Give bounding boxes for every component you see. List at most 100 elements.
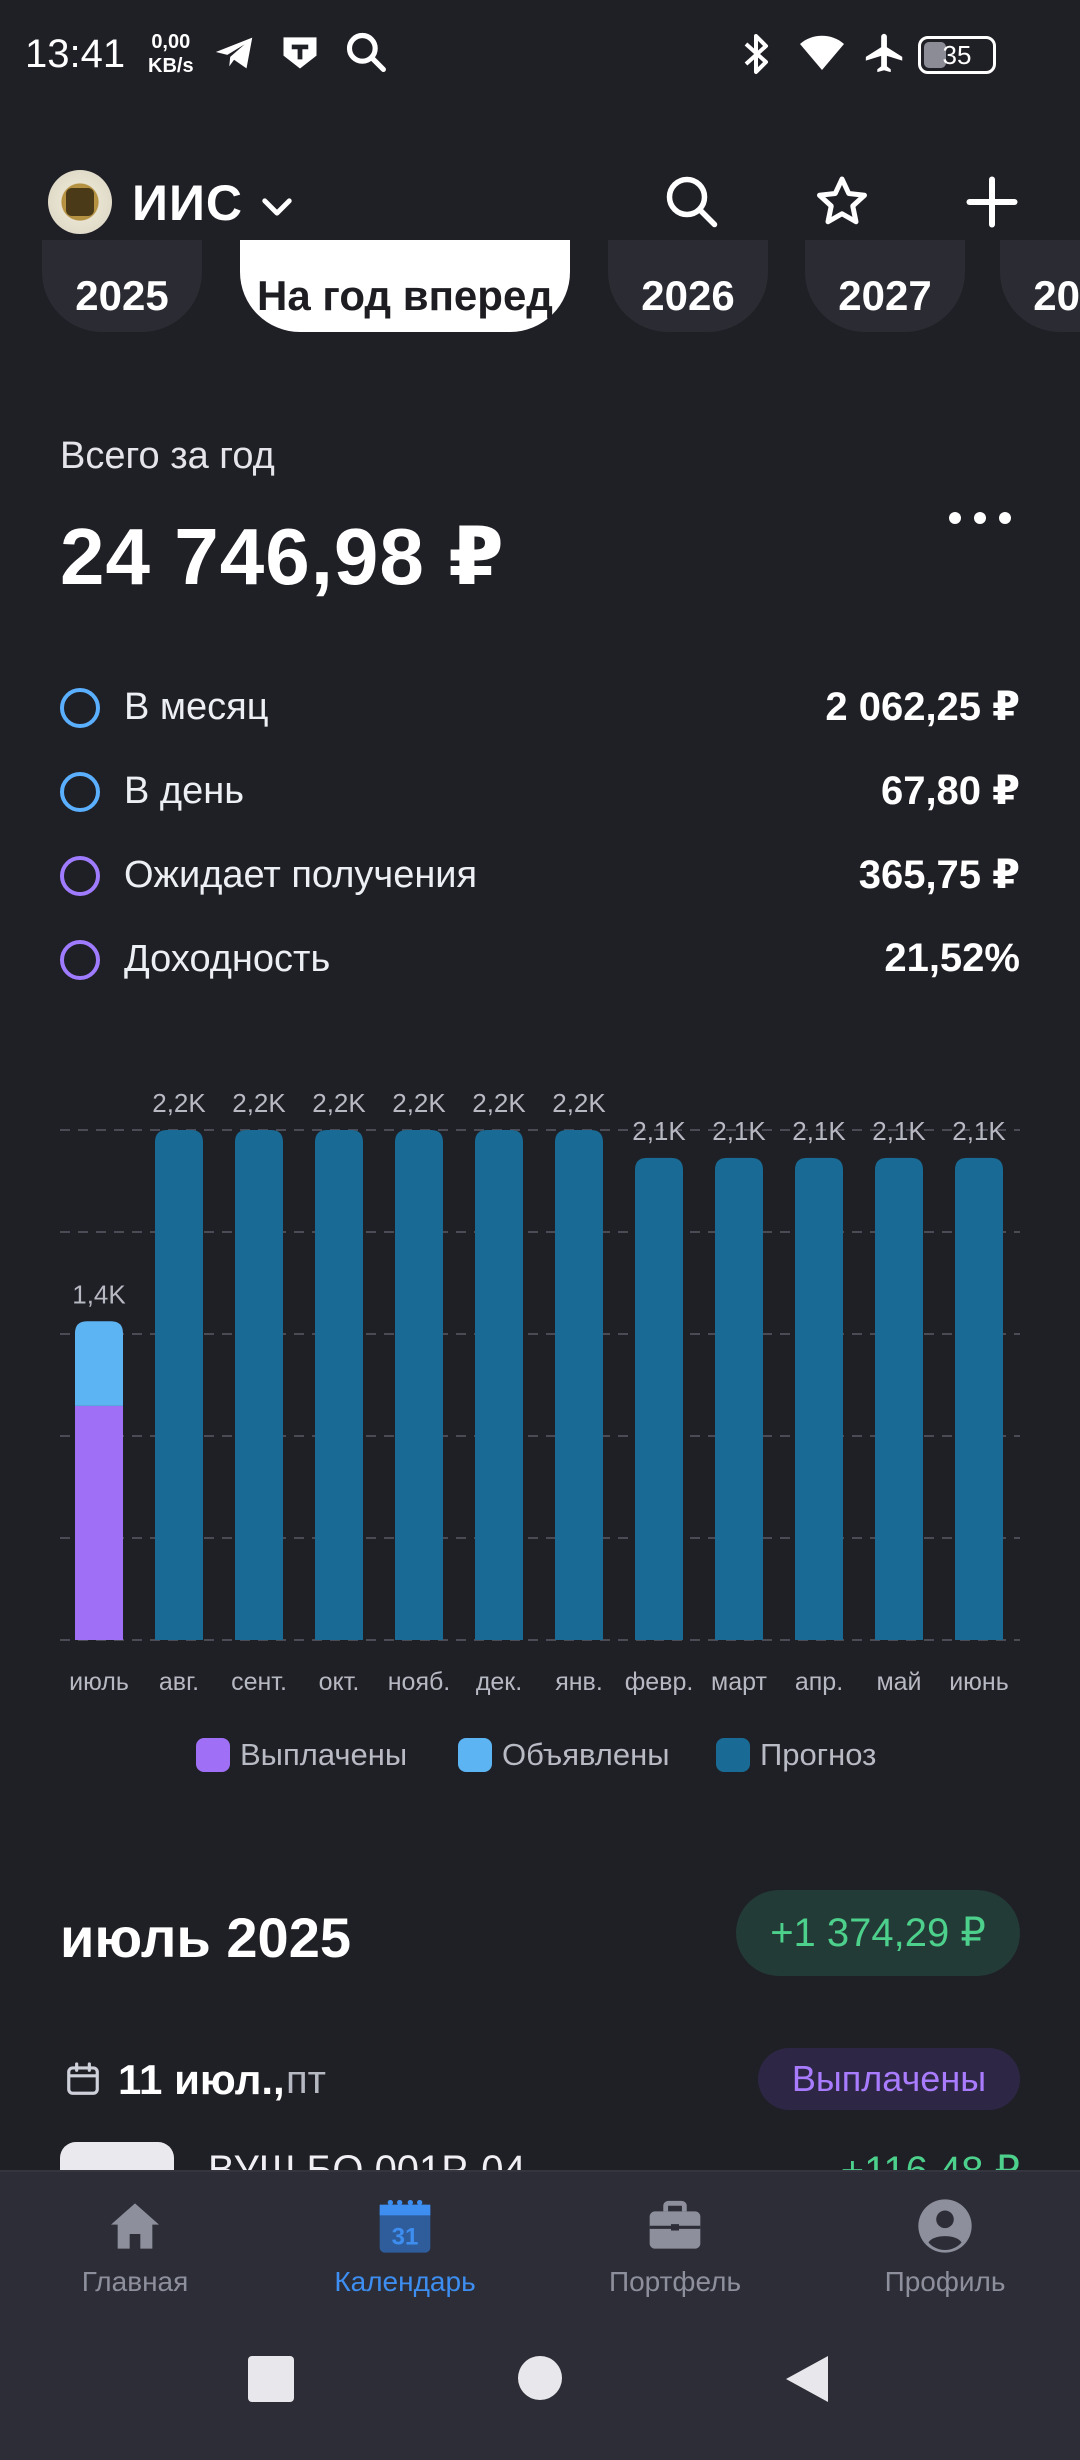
ring-icon [60,688,100,728]
calendar-icon [67,2062,99,2095]
legend-swatch [196,1738,230,1772]
stat-pending: Ожидает получения 365,75 ₽ [60,848,1020,908]
stat-label: Доходность [124,938,331,980]
nav-portfolio[interactable]: Портфель [575,2194,775,2314]
bottom-nav: Главная 31 Календарь Портфель Профиль [0,2170,1080,2314]
data-label: 2,1K [792,1116,846,1146]
wifi-icon [800,35,844,70]
search-button[interactable] [662,172,722,232]
stat-monthly: В месяц 2 062,25 ₽ [60,680,1020,740]
recents-button[interactable] [248,2356,294,2402]
data-label: 1,4K [72,1279,126,1309]
x-tick-label: янв. [555,1668,603,1696]
x-tick-label: февр. [625,1668,694,1696]
chart-svg: 1,4K июль 2,2K авг. 2,2K сент. 2,2K окт. 2,2K ноя… [60,1088,1020,1696]
stat-label: В день [124,770,244,812]
chart-bar [715,1157,763,1640]
stat-label: В месяц [124,686,269,728]
stat-value: 2 062,25 ₽ [825,685,1020,729]
stat-daily: В день 67,80 ₽ [60,764,1020,824]
x-tick-label: март [711,1668,767,1696]
system-nav [0,2314,1080,2460]
chart-bar [875,1157,923,1640]
legend-label: Выплачены [240,1737,408,1772]
chart-bar [75,1321,123,1406]
data-label: 2,2K [312,1088,366,1118]
chevron-down-icon[interactable] [256,186,298,228]
stat-value: 365,75 ₽ [858,853,1020,897]
summary-label: Всего за год [60,435,275,477]
stat-yield: Доходность 21,52% [60,932,1020,992]
telegram-icon [215,37,253,69]
chart-bar [235,1130,283,1640]
profile-icon [918,2199,972,2253]
account-selector[interactable]: ИИС [132,175,243,231]
payment-row[interactable]: ВУШ БО 001Р-04 +116,48 ₽ [0,2140,1080,2170]
home-icon [111,2203,159,2249]
data-label: 2,1K [872,1116,926,1146]
legend-swatch [458,1738,492,1772]
more-options-button[interactable] [945,506,1015,530]
chart-bar [795,1157,843,1640]
x-tick-label: апр. [795,1668,843,1696]
tab-2028[interactable]: 2028 [1000,240,1080,332]
chart-bar [475,1130,523,1640]
briefcase-icon [649,2200,701,2249]
favorite-button[interactable] [812,172,872,232]
clock: 13:41 [25,32,126,76]
payment-name: ВУШ БО 001Р-04 [208,2148,526,2170]
tab-2025[interactable]: 2025 [42,240,202,332]
data-label: 2,2K [472,1088,526,1118]
x-tick-label: нояб. [388,1668,451,1696]
nav-label: Профиль [884,2266,1006,2297]
logo-icon [48,170,112,234]
data-label: 2,1K [712,1116,766,1146]
nav-profile[interactable]: Профиль [845,2194,1045,2314]
nav-home[interactable]: Главная [35,2194,235,2314]
period-tabs: 2025 На год вперед 2026 2027 2028 [0,240,1080,340]
chart-bar [555,1130,603,1640]
month-title: июль 2025 [60,1906,351,1969]
app-header: ИИС [0,160,1080,240]
nav-calendar[interactable]: 31 Календарь [305,2194,505,2314]
data-label: 2,2K [392,1088,446,1118]
x-tick-label: дек. [476,1668,522,1696]
payment-amount: +116,48 ₽ [841,2148,1020,2170]
status-badge: Выплачены [758,2048,1020,2110]
payment-date-row: 11 июл., пт [60,2050,1020,2110]
x-tick-label: июнь [949,1668,1009,1696]
data-label: 2,2K [152,1088,206,1118]
legend-label: Прогноз [760,1737,877,1772]
nav-label: Календарь [334,2266,476,2297]
battery-icon: 35 [918,36,996,74]
payment-date: 11 июл., [118,2056,285,2103]
chart-bar [75,1405,123,1640]
chart-legend: Выплачены Объявлены Прогноз [0,1735,1080,1775]
legend-swatch [716,1738,750,1772]
tab-year-ahead[interactable]: На год вперед [240,240,570,332]
search-icon [346,32,386,72]
add-button[interactable] [962,172,1022,232]
airplane-icon [865,33,903,73]
month-total-badge: +1 374,29 ₽ [736,1890,1020,1976]
legend-label: Объявлены [502,1737,670,1772]
ring-icon [60,856,100,896]
ring-icon [60,772,100,812]
x-tick-label: май [876,1668,921,1696]
data-label: 2,1K [632,1116,686,1146]
home-button[interactable] [518,2356,562,2400]
calendar-icon-number: 31 [392,2224,419,2251]
stat-label: Ожидает получения [124,854,478,896]
back-button[interactable] [784,2354,830,2404]
ring-icon [60,940,100,980]
chart-bar [315,1130,363,1640]
chart-bar [635,1157,683,1640]
status-bar: 13:41 0,00 KB/s 35 [0,0,1080,110]
tab-2027[interactable]: 2027 [805,240,965,332]
calendar-icon: 31 [379,2199,431,2253]
dividends-chart: 1,4K июль 2,2K авг. 2,2K сент. 2,2K окт. 2,2K ноя… [0,1070,1080,1830]
payment-weekday: пт [286,2058,326,2102]
bluetooth-icon [744,34,768,74]
tab-2026[interactable]: 2026 [608,240,768,332]
x-tick-label: окт. [319,1668,360,1696]
